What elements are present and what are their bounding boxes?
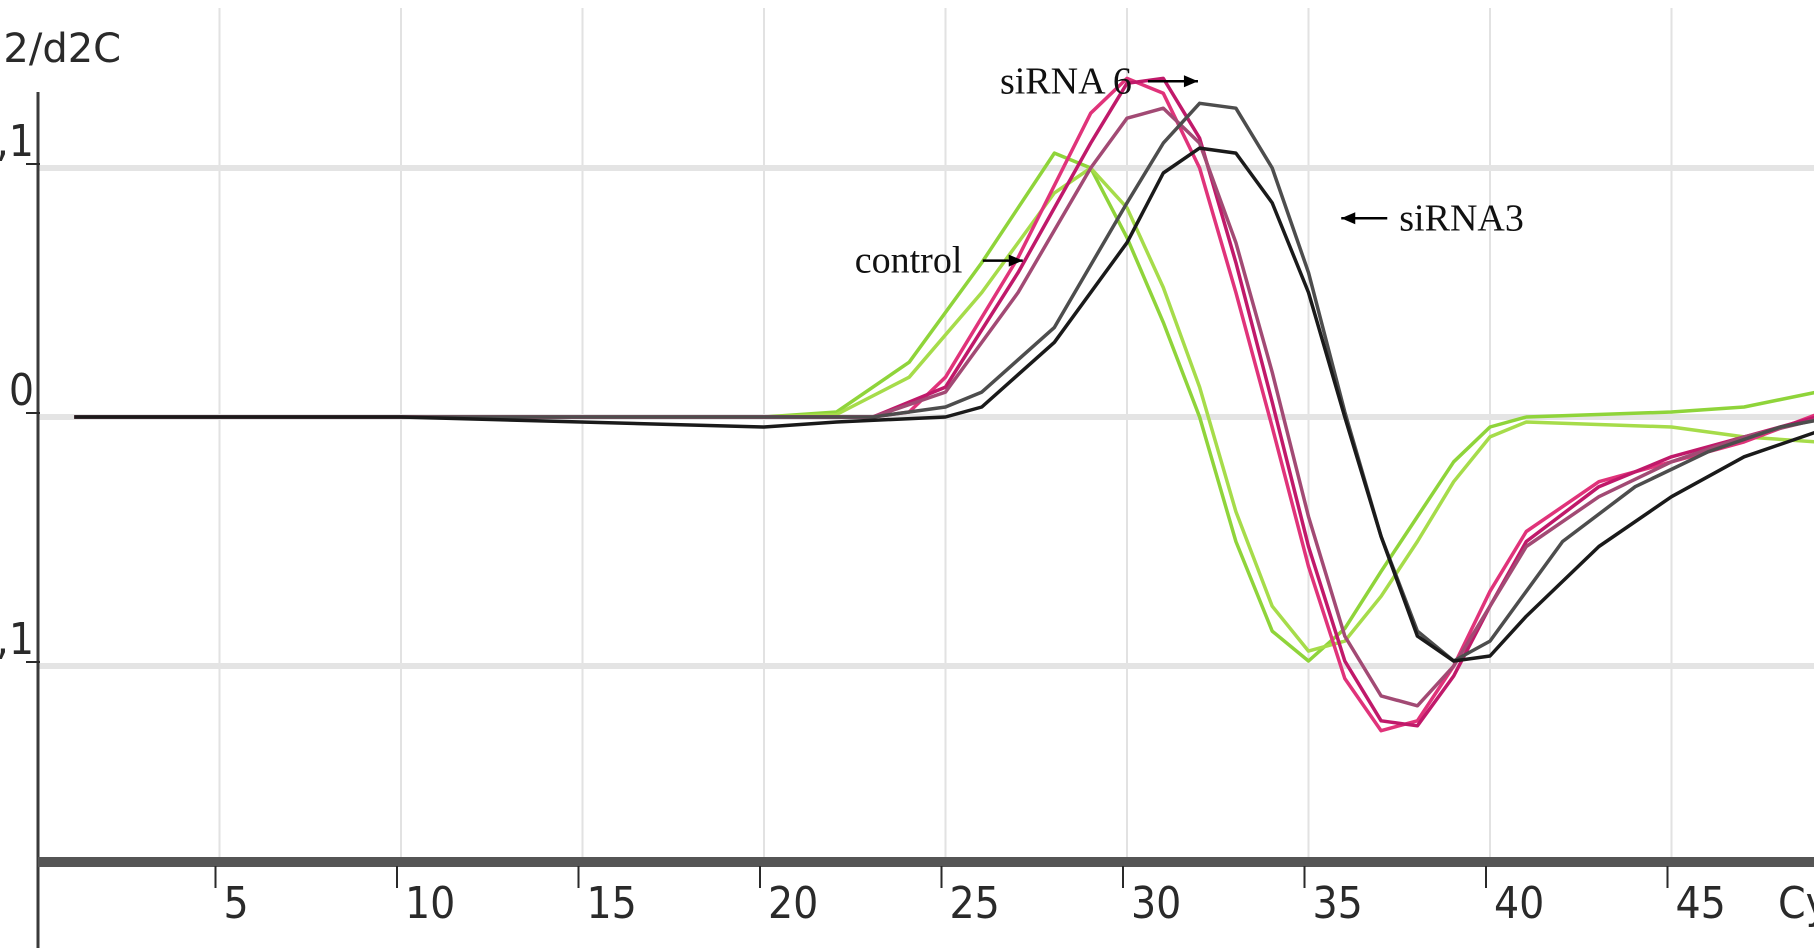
annotation-label: siRNA3 [1399, 197, 1524, 239]
series-line-7 [74, 146, 1814, 663]
x-tick-label: 30 [1131, 878, 1181, 929]
x-tick-label: 35 [1313, 878, 1363, 929]
annotation-label: siRNA 6 [1000, 60, 1132, 102]
series-line-4 [74, 76, 1814, 728]
series-line-6 [74, 101, 1814, 663]
tick-labels: 5 10 15 20 25 30 35 40 45 0,1 0 -0,1 [0, 116, 1726, 929]
annotation-arrowhead [1341, 212, 1356, 225]
series-line-2 [74, 166, 1814, 653]
y-tick-label: 0,1 [0, 116, 34, 167]
x-tick-label: 45 [1676, 878, 1726, 929]
series-line-1 [74, 151, 1814, 663]
y-axis-label: d2/d2C [0, 26, 121, 72]
series-line-3 [74, 76, 1814, 733]
y-tick-label: -0,1 [0, 614, 34, 665]
x-tick-label: 5 [224, 878, 249, 929]
series-line-5 [74, 106, 1814, 708]
axes [36, 92, 1814, 948]
y-tick-label: 0 [9, 365, 34, 416]
vertical-gridlines [218, 8, 1673, 858]
x-tick-label: 10 [405, 878, 455, 929]
annotation-arrowhead [1183, 75, 1198, 88]
series-lines [74, 76, 1814, 733]
annotation-arrowhead [1008, 254, 1023, 267]
annotation-label: control [855, 240, 963, 282]
x-axis-label: Cy [1778, 878, 1814, 929]
x-tick-label: 25 [950, 878, 1000, 929]
x-tick-label: 20 [768, 878, 818, 929]
annotations: siRNA 6 control siRNA3 [855, 60, 1524, 281]
x-tick-label: 15 [587, 878, 637, 929]
x-tick-label: 40 [1494, 878, 1544, 929]
